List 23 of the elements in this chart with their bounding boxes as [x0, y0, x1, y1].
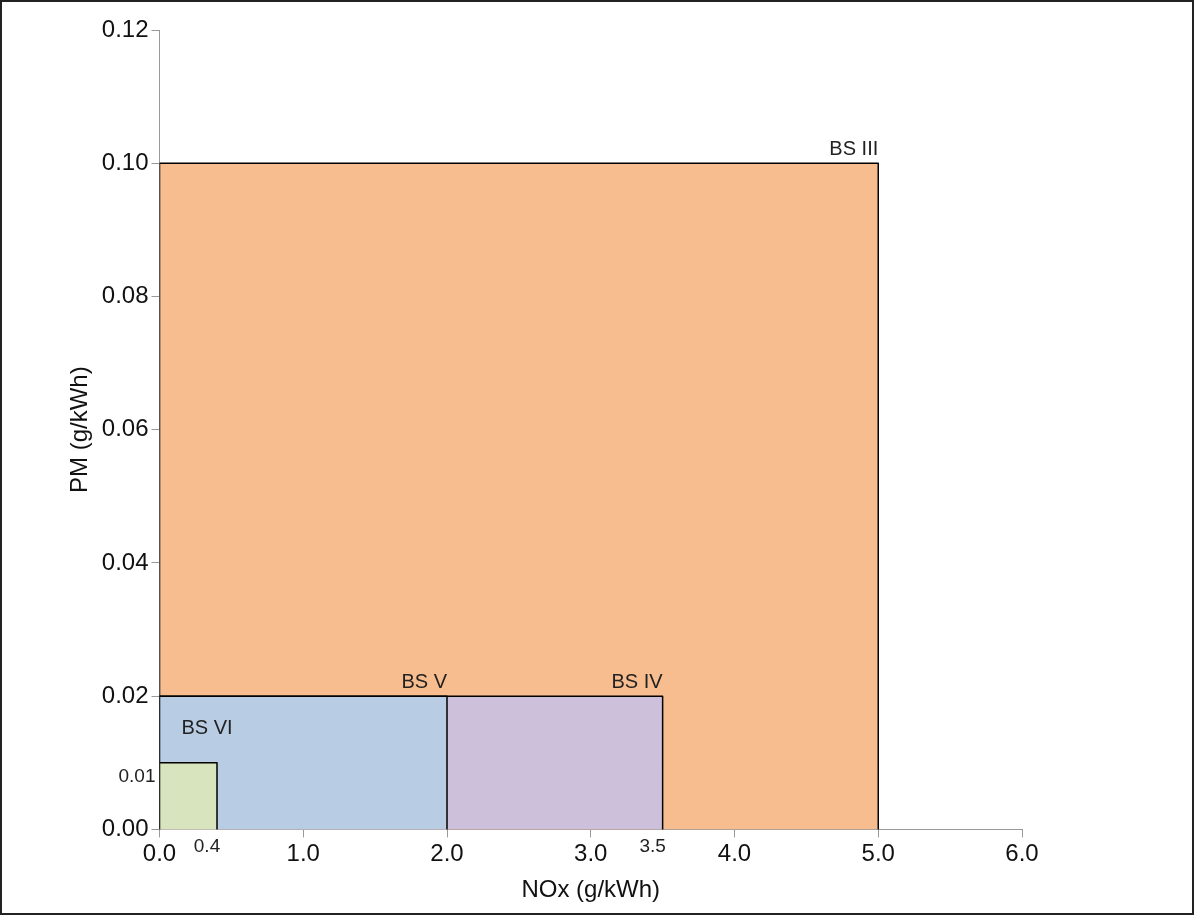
annotation: 0.01: [118, 765, 156, 787]
series-label: BS III: [829, 136, 879, 159]
series-label: BS VI: [181, 716, 233, 739]
y-tick-label: 0.10: [101, 147, 149, 175]
y-tick-label: 0.00: [101, 814, 149, 842]
y-tick-label: 0.08: [101, 281, 149, 309]
y-tick-label: 0.12: [101, 14, 149, 42]
x-tick-label: 5.0: [861, 839, 895, 867]
x-axis-title: NOx (g/kWh): [521, 875, 661, 903]
annotation: 0.4: [193, 835, 221, 857]
y-tick-label: 0.06: [101, 414, 149, 442]
x-tick-label: 2.0: [430, 839, 464, 867]
y-tick-label: 0.04: [101, 547, 149, 575]
x-tick-label: 6.0: [1005, 839, 1039, 867]
x-tick-label: 1.0: [286, 839, 320, 867]
x-tick-label: 4.0: [717, 839, 752, 867]
annotation: 3.5: [639, 835, 666, 857]
series-label: BS IV: [611, 669, 664, 692]
y-tick-label: 0.02: [101, 680, 149, 708]
x-tick-label: 3.0: [574, 839, 608, 867]
y-axis-title: PM (g/kWh): [65, 366, 93, 494]
x-tick-label: 0.0: [142, 839, 177, 867]
series-label: BS V: [401, 669, 448, 692]
